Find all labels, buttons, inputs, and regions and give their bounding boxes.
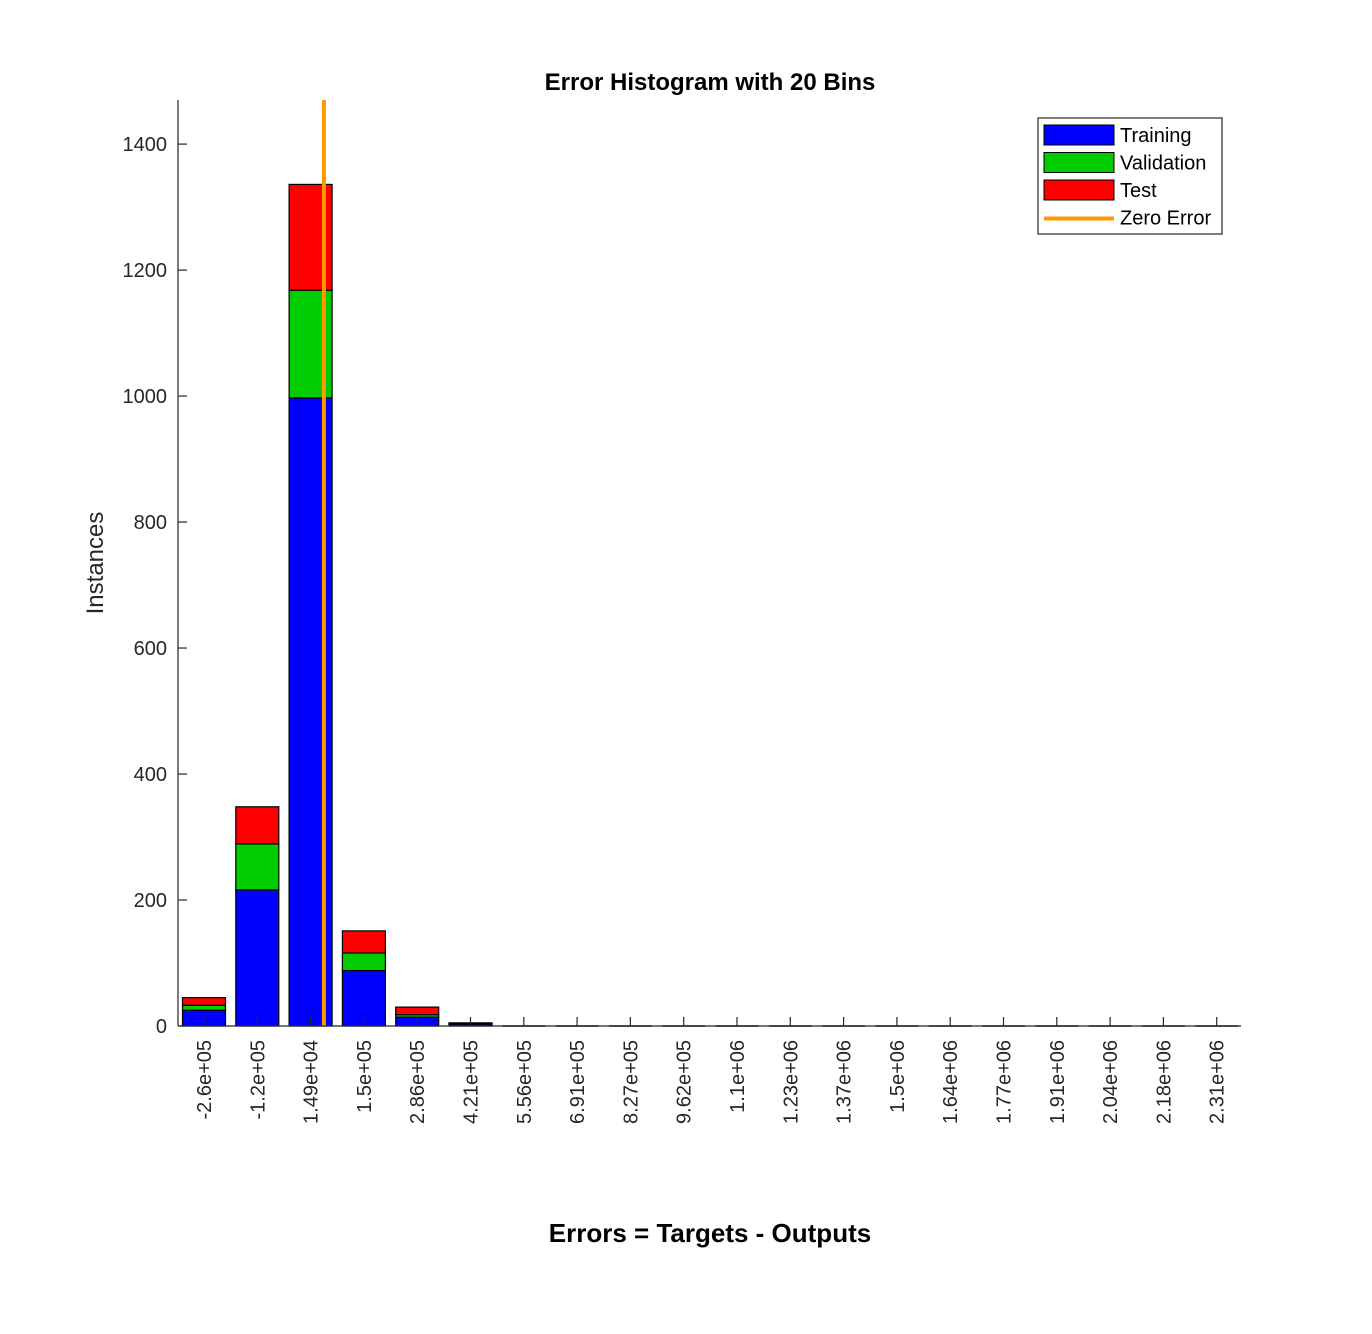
bar-validation-3: [341, 952, 386, 972]
legend-swatch-validation: [1043, 152, 1115, 173]
y-tick-label-1400: 1400: [123, 134, 168, 156]
y-tick-label-400: 400: [134, 764, 167, 786]
x-tick-label-17: 2.04e+06: [1100, 1040, 1122, 1124]
bar-test-4: [395, 1006, 440, 1016]
y-tick-label-1000: 1000: [123, 386, 168, 408]
legend: Training Validation Test Zero Error: [1037, 117, 1223, 235]
x-tick-label-12: 1.37e+06: [834, 1040, 856, 1124]
y-tick-label-1200: 1200: [123, 260, 168, 282]
x-tick-label-13: 1.5e+06: [887, 1040, 909, 1113]
x-tick-label-1: -1.2e+05: [247, 1040, 269, 1120]
x-tick-label-9: 9.62e+05: [674, 1040, 696, 1124]
x-tick-label-2: 1.49e+04: [301, 1040, 323, 1124]
y-tick-label-0: 0: [156, 1016, 167, 1038]
legend-swatch-training: [1043, 124, 1115, 146]
x-tick-label-5: 4.21e+05: [461, 1040, 483, 1124]
x-tick-label-0: -2.6e+05: [194, 1040, 216, 1120]
x-tick-label-16: 1.91e+06: [1047, 1040, 1069, 1124]
bar-test-0: [181, 997, 227, 1006]
bar-validation-1: [235, 843, 280, 891]
bar-validation-0: [181, 1004, 227, 1011]
x-tick-label-10: 1.1e+06: [727, 1040, 749, 1113]
legend-label-zero-error: Zero Error: [1120, 208, 1211, 230]
x-tick-label-19: 2.31e+06: [1207, 1040, 1229, 1124]
legend-label-training: Training: [1120, 125, 1192, 147]
x-tick-label-7: 6.91e+05: [567, 1040, 589, 1124]
legend-swatch-test: [1043, 179, 1115, 201]
x-tick-label-11: 1.23e+06: [780, 1040, 802, 1124]
plot-area: 0 200 400 600 800 1000 1200 1400 -2.6e+05 -1.2e+0…: [123, 100, 1241, 1124]
x-tick-label-15: 1.77e+06: [994, 1040, 1016, 1124]
y-tick-label-800: 800: [134, 512, 167, 534]
x-axis-label: Errors = Targets - Outputs: [549, 1218, 871, 1248]
y-axis-label: Instances: [82, 512, 109, 615]
x-tick-label-6: 5.56e+05: [514, 1040, 536, 1124]
x-tick-label-18: 2.18e+06: [1153, 1040, 1175, 1124]
bar-test-1: [235, 806, 280, 845]
legend-label-test: Test: [1120, 180, 1157, 202]
y-tick-label-200: 200: [134, 890, 167, 912]
bar-test-3: [341, 930, 386, 954]
bar-training-1: [235, 889, 280, 1027]
y-tick-label-600: 600: [134, 638, 167, 660]
x-tick-label-8: 8.27e+05: [620, 1040, 642, 1124]
x-tick-label-3: 1.5e+05: [354, 1040, 376, 1113]
x-tick-label-14: 1.64e+06: [940, 1040, 962, 1124]
x-tick-label-4: 2.86e+05: [407, 1040, 429, 1124]
chart-title: Error Histogram with 20 Bins: [545, 69, 876, 96]
legend-label-validation: Validation: [1120, 153, 1206, 175]
